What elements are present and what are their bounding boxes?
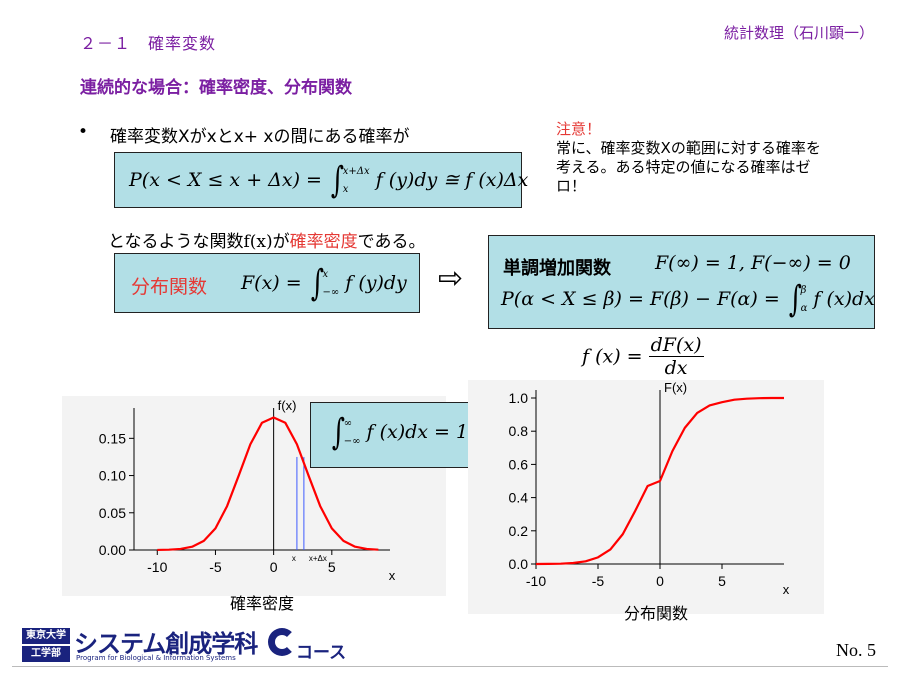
course-title: 統計数理（石川顕一） (723, 24, 874, 42)
right-arrow-icon: ⇨ (438, 261, 464, 296)
y-axis-label: f(x) (278, 398, 297, 413)
y-tick-label: 0.4 (509, 490, 529, 506)
density-sentence-mid: が (272, 232, 290, 252)
density-sentence-fx: f(x) (243, 232, 273, 252)
cdf-label: 分布関数 (131, 276, 208, 298)
density-chart: 0.00 0.05 0.10 0.15 -10 -5 0 5 x f(x) x x+Δx (99, 398, 396, 583)
density-formula-box: P(x < X ≤ x + Δx) = ∫ x+Δx x f (y)dy ≅ f (… (114, 152, 528, 208)
normalization-integrand: f (x)dx = 1 (366, 421, 469, 443)
y-tick-label: 0.2 (509, 523, 529, 539)
derivative-numerator: dF(x) (648, 334, 704, 357)
density-term: 確率密度 (289, 232, 358, 252)
derivative-denominator: dx (664, 357, 688, 379)
integral-lower-limit: x (342, 184, 349, 195)
cdf-chart: 0.0 0.2 0.4 0.6 0.8 1.0 -10 -5 0 5 x F(x) (509, 380, 790, 597)
x-axis-label: x (783, 582, 790, 597)
x-tick-label: 0 (270, 559, 278, 575)
y-tick-label: 0.05 (99, 505, 126, 521)
monotone-box: 単調増加関数 F(∞) = 1, F(−∞) = 0 P(α < X ≤ β) … (488, 235, 875, 329)
data-series-line (157, 416, 379, 552)
page-number: No. 5 (836, 640, 876, 660)
logo-program: Program for Biological & Information Sys… (76, 654, 236, 662)
interval-marker-label: x+Δx (309, 554, 327, 563)
density-sentence-post: である。 (357, 232, 426, 252)
cdf-chart-panel: 0.0 0.2 0.4 0.6 0.8 1.0 -10 -5 0 5 x F(x) (468, 380, 824, 614)
footer-rule (12, 666, 888, 667)
integral-symbol: ∫ (331, 412, 345, 453)
logo-faculty: 工学部 (22, 646, 70, 662)
y-tick-label: 1.0 (509, 390, 529, 406)
cdf-box: 分布関数 F(x) = ∫ x −∞ f (y)dy (114, 253, 420, 313)
integral-symbol: ∫ (310, 263, 324, 304)
prob-lhs: P(α < X ≤ β) = F(β) − F(α) = (501, 288, 780, 310)
density-formula-lhs: P(x < X ≤ x + Δx) = (129, 169, 322, 191)
density-chart-panel: 0.00 0.05 0.10 0.15 -10 -5 0 5 x f(x) x x+Δx (62, 396, 446, 596)
note-label: 注意！ (556, 120, 602, 138)
y-axis-label: F(x) (664, 380, 687, 395)
x-tick-label: -5 (209, 559, 222, 575)
logo-c-icon (268, 628, 296, 656)
x-axis-label: x (389, 568, 396, 583)
density-formula-rhs: f (y)dy ≅ f (x)Δx (375, 169, 529, 191)
normalization-box: ∫ ∞ −∞ f (x)dx = 1 (310, 402, 474, 468)
cdf-integrand: f (y)dy (345, 272, 407, 294)
integral-upper-limit: x+Δx (342, 166, 370, 177)
data-series-line (535, 396, 784, 566)
note-body: 常に、確率変数Xの範囲に対する確率を考える。ある特定の値になる確率はゼロ！ (556, 139, 821, 195)
y-tick-label: 0.0 (509, 556, 529, 572)
x-tick-label: -10 (147, 559, 167, 575)
x-tick-label: 0 (656, 573, 664, 589)
x-tick-label: -10 (526, 573, 546, 589)
integral-lower-limit: α (800, 303, 808, 314)
integral-symbol: ∫ (788, 279, 802, 320)
density-sentence-pre: となるような関数 (108, 232, 244, 252)
monotone-limits: F(∞) = 1, F(−∞) = 0 (655, 252, 851, 274)
x-tick-label: -5 (592, 573, 605, 589)
derivative-fraction: dF(x) dx (648, 334, 704, 379)
section-title: ２－１ 確率変数 (80, 34, 217, 53)
y-tick-label: 0.8 (509, 423, 529, 439)
integral-symbol: ∫ (330, 160, 344, 201)
logo-university: 東京大学 (22, 628, 70, 644)
integral-upper-limit: ∞ (343, 418, 353, 429)
x-tick-label: 5 (718, 573, 726, 589)
density-sentence: となるような関数f(x)が確率密度である。 (108, 227, 426, 252)
derivative-lhs: f (x) = (582, 345, 643, 368)
logo-department: システム創成学科 (74, 630, 258, 658)
interval-marker-label: x (292, 554, 296, 563)
bullet-icon: • (78, 122, 89, 142)
y-tick-label: 0.15 (99, 430, 126, 446)
y-tick-label: 0.6 (509, 456, 529, 472)
monotone-label: 単調増加関数 (503, 258, 611, 279)
bullet-text: 確率変数Xがxとx+ xの間にある確率が (110, 127, 410, 147)
y-tick-label: 0.10 (99, 468, 126, 484)
y-tick-label: 0.00 (99, 542, 126, 558)
logo-course: コース (296, 643, 347, 663)
x-tick-label: 5 (328, 559, 336, 575)
cdf-chart-caption: 分布関数 (624, 604, 689, 623)
slide-heading: 連続的な場合：確率密度、分布関数 (80, 78, 352, 98)
integral-lower-limit: −∞ (322, 287, 340, 298)
note-block: 注意！ 常に、確率変数Xの範囲に対する確率を考える。ある特定の値になる確率はゼロ… (556, 120, 846, 196)
department-logo: 東京大学 工学部 システム創成学科 Program for Biological… (22, 628, 346, 664)
integral-upper-limit: β (800, 285, 807, 296)
integral-upper-limit: x (322, 269, 329, 280)
prob-integrand: f (x)dx (813, 288, 875, 310)
density-chart-caption: 確率密度 (230, 594, 295, 613)
derivative-formula: f (x) = dF(x) dx (582, 334, 704, 379)
cdf-lhs: F(x) = (241, 272, 302, 294)
integral-lower-limit: −∞ (343, 436, 361, 447)
